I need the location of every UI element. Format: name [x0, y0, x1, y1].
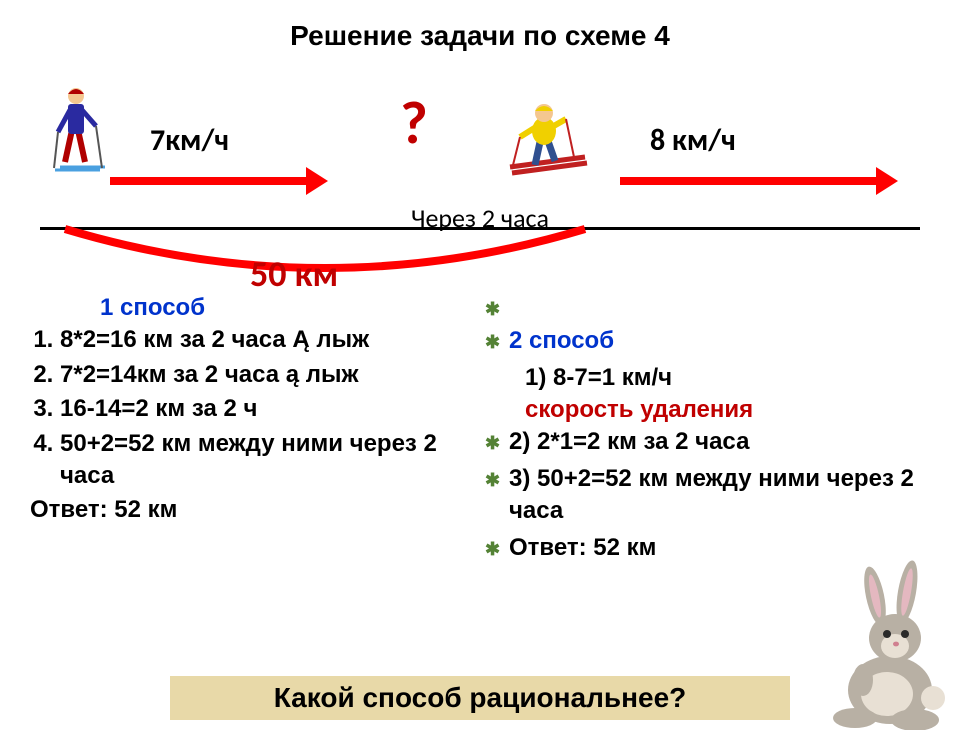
method2-step1b: скорость удаления [485, 394, 930, 426]
skier-left-icon [50, 82, 110, 172]
method1-steps: 8*2=16 км за 2 часа Ą лыж 7*2=14км за 2 … [30, 324, 475, 492]
rabbit-icon [815, 560, 955, 730]
method2-step2: 2) 2*1=2 км за 2 часа [509, 426, 749, 458]
bullet-icon: ✱ [485, 330, 499, 354]
bullet-icon: ✱ [485, 297, 499, 321]
method2-title: 2 способ [509, 325, 614, 357]
list-item: 50+2=52 км между ними через 2 часа [60, 428, 475, 493]
method1-column: 1 способ 8*2=16 км за 2 часа Ą лыж 7*2=1… [30, 292, 475, 568]
distance-label: 50 км [250, 252, 338, 296]
method1-title: 1 способ [30, 292, 475, 324]
method2-column: ✱ ✱ 2 способ 1) 8-7=1 км/ч скорость удал… [485, 292, 930, 568]
solutions-row: 1 способ 8*2=16 км за 2 часа Ą лыж 7*2=1… [30, 292, 930, 568]
method1-answer: Ответ: 52 км [30, 494, 475, 526]
list-item: 16-14=2 км за 2 ч [60, 393, 475, 425]
question-mark: ? [400, 87, 428, 160]
method2-step3: 3) 50+2=52 км между ними через 2 часа [509, 463, 930, 528]
speed-left-label: 7км/ч [150, 122, 229, 159]
motion-diagram: 7км/ч ? 8 км/ч Через 2 часа 50 км [30, 62, 930, 292]
skier-right-icon [500, 97, 590, 177]
method2-step1a: 1) 8-7=1 км/ч [485, 362, 930, 394]
arrow-right-icon [620, 177, 880, 185]
bullet-icon: ✱ [485, 431, 499, 455]
bullet-icon: ✱ [485, 468, 499, 492]
page-title: Решение задачи по схеме 4 [0, 20, 960, 52]
footer-question: Какой способ рациональнее? [170, 676, 790, 720]
arrow-left-icon [110, 177, 310, 185]
list-item: 7*2=14км за 2 часа ą лыж [60, 359, 475, 391]
list-item: 8*2=16 км за 2 часа Ą лыж [60, 324, 475, 356]
speed-right-label: 8 км/ч [650, 122, 736, 159]
method2-answer: Ответ: 52 км [509, 532, 656, 564]
bullet-icon: ✱ [485, 537, 499, 561]
